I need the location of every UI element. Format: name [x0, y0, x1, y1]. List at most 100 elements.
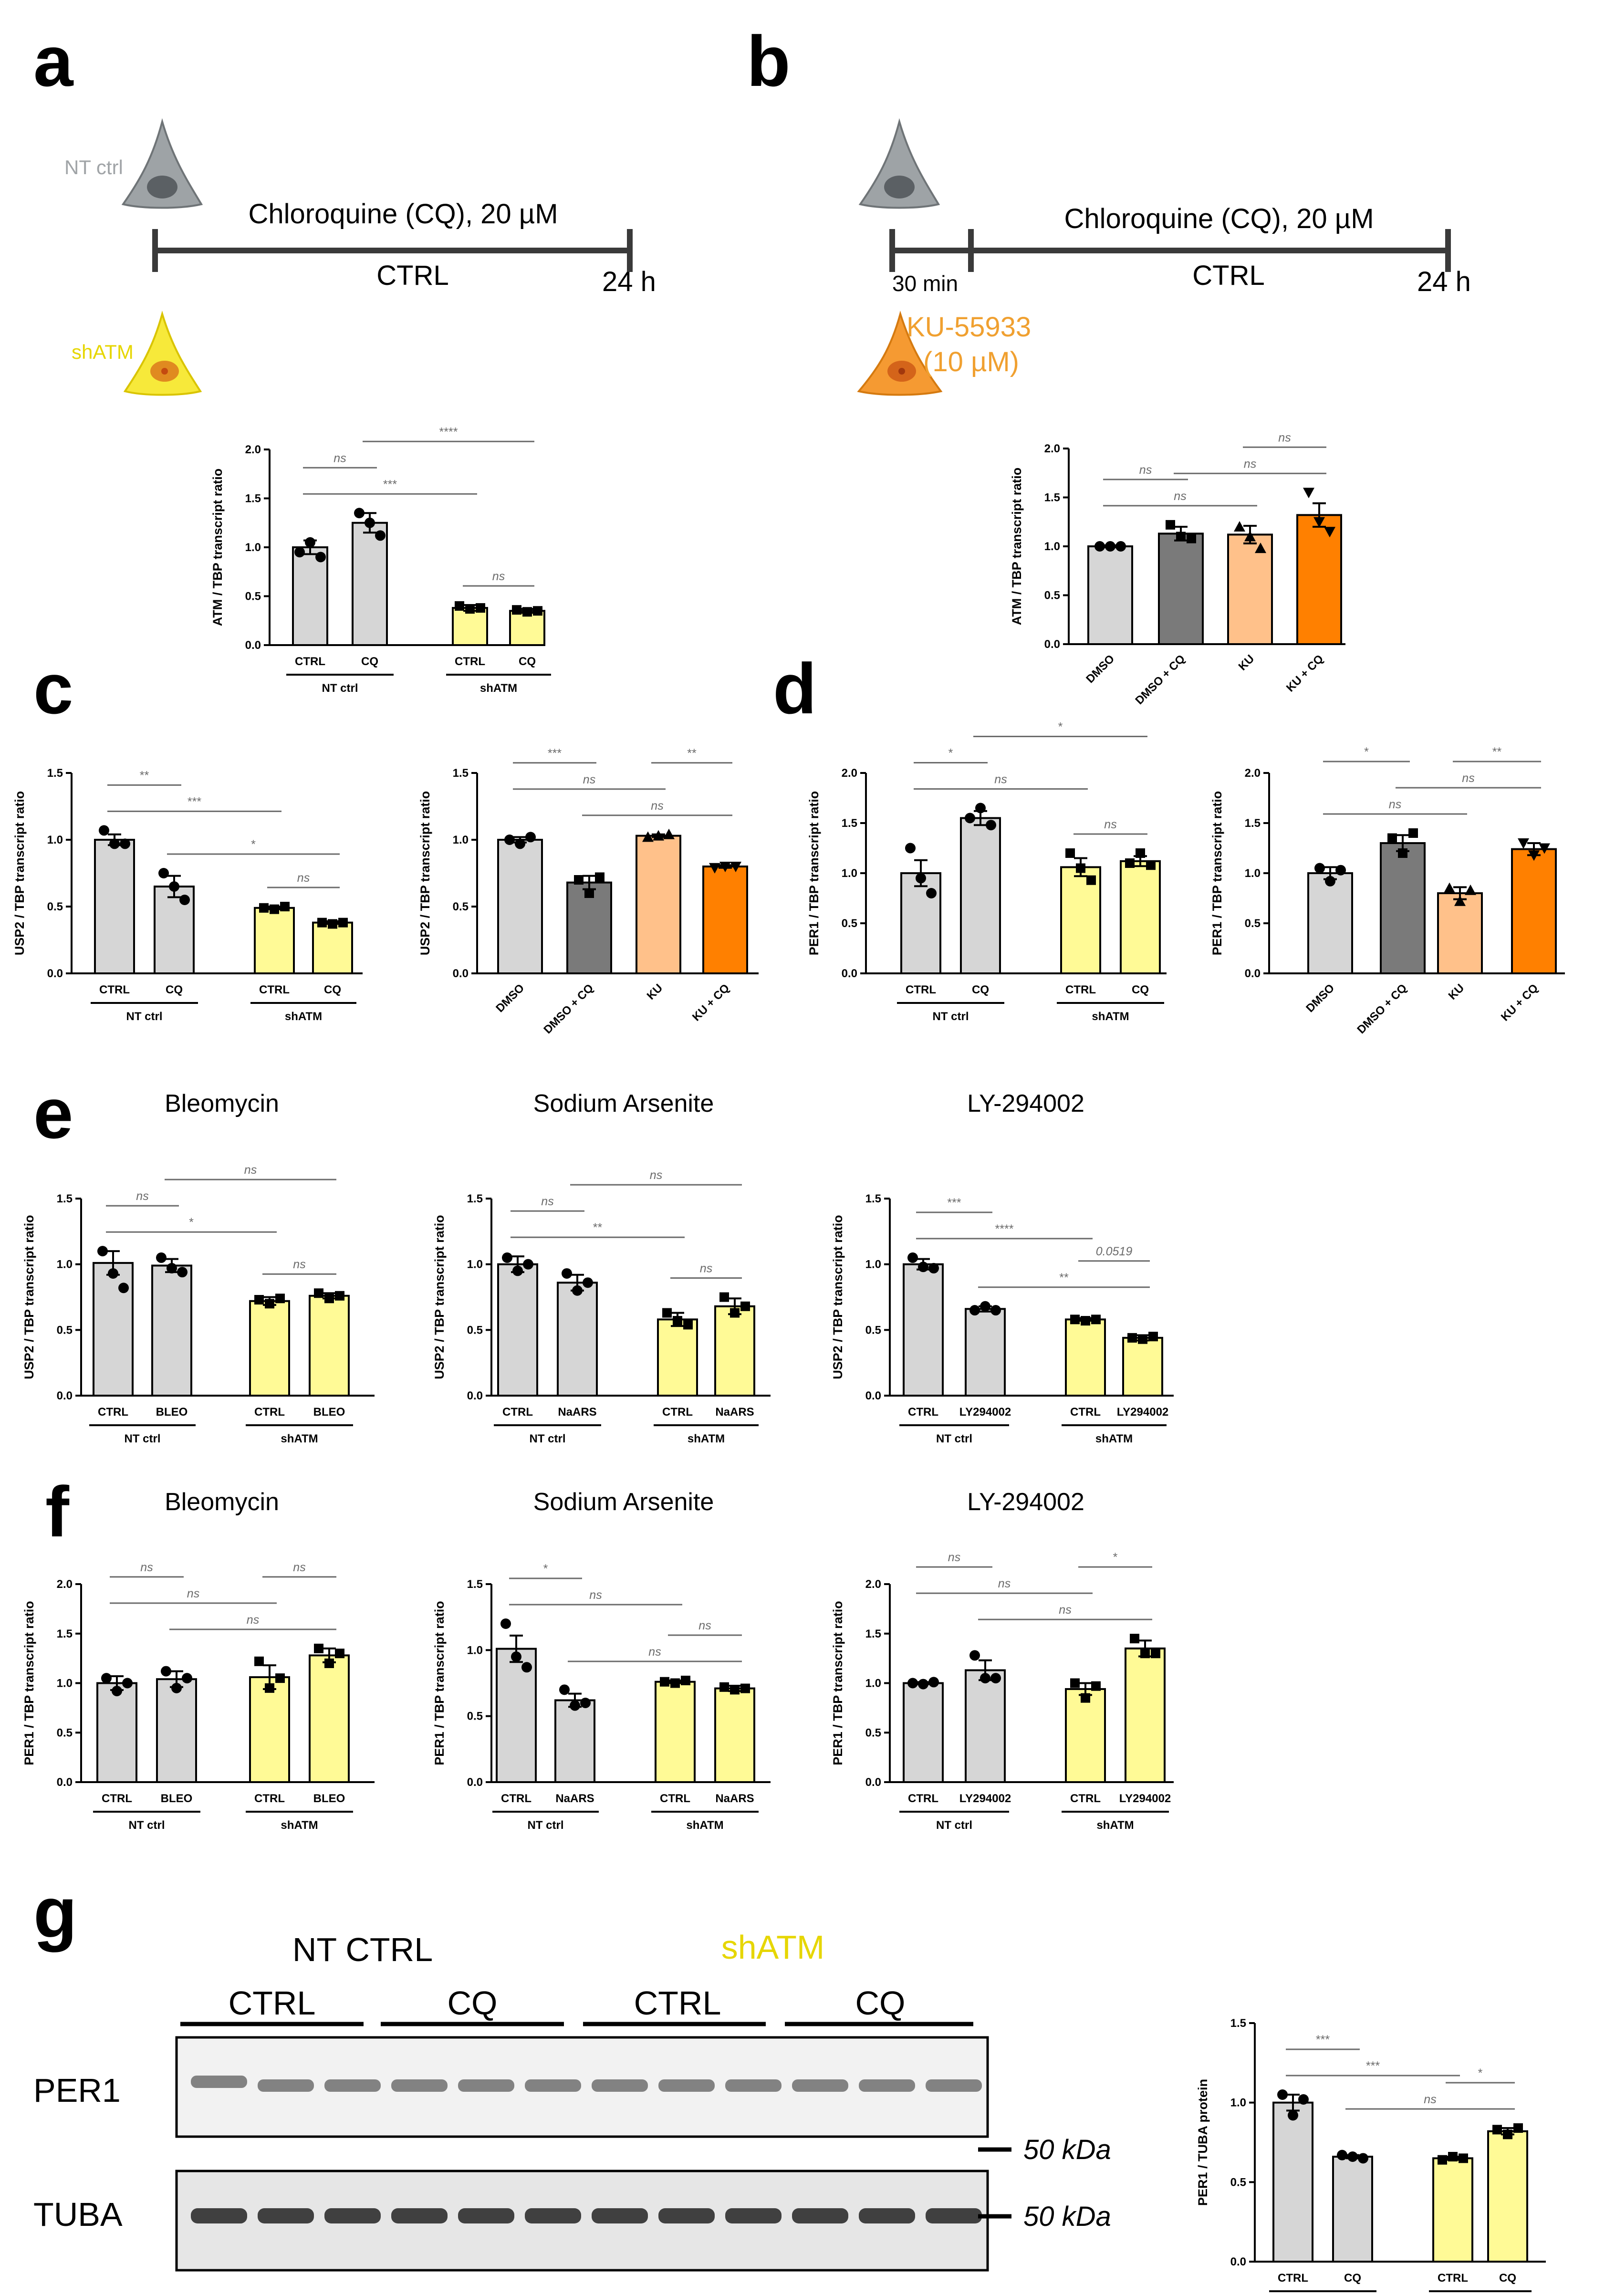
b-category-label-4: KU + CQ: [1284, 652, 1326, 694]
e3-y-axis-label: USP2 / TBP transcript ratio: [831, 1215, 845, 1379]
f3-y-tick-label: 2.0: [865, 1578, 881, 1591]
wb-tuba-band-11: [859, 2208, 915, 2223]
e2-group-label-2: shATM: [688, 1432, 725, 1445]
d2-point-4-2: [1528, 850, 1540, 861]
g-point-1-1: [1277, 2089, 1288, 2100]
c1-y-tick-label: 0.5: [47, 900, 63, 913]
wb-group-nt-ctrl: NT CTRL: [292, 1931, 433, 1968]
f3-point-2-2: [980, 1673, 990, 1684]
f3-point-1-3: [928, 1677, 939, 1688]
c1-y-tick-label: 0.0: [47, 967, 63, 980]
c1-bar-4: [312, 921, 353, 974]
f2-point-1-2: [511, 1651, 521, 1662]
c2-category-label-4: KU + CQ: [690, 981, 732, 1023]
e3-point-2-3: [990, 1305, 1001, 1316]
d1-sig-label-3: *: [1058, 720, 1063, 734]
d1-y-tick-label: 0.0: [842, 967, 857, 980]
b-y-tick-label: 0.5: [1044, 589, 1060, 602]
c1-point-1-2: [109, 838, 120, 849]
e1-category-label-4: BLEO: [313, 1406, 345, 1419]
wb-per1-band-11: [859, 2079, 915, 2092]
wb-group-shatm: shATM: [721, 1929, 825, 1966]
wb-bands: [191, 2076, 982, 2223]
f1-bar-1: [96, 1682, 137, 1783]
e1-y-tick-label: 1.0: [57, 1258, 73, 1271]
d1-point-2-3: [986, 820, 996, 831]
e2-sig-label-4: ns: [700, 1262, 712, 1275]
c1-point-4-2: [328, 919, 337, 929]
wb-tuba-band-8: [658, 2208, 715, 2223]
c2-point-2-3: [595, 872, 604, 882]
f1-point-3-1: [254, 1656, 264, 1666]
wb-tuba-band-10: [792, 2208, 848, 2223]
a-point-1-2: [305, 537, 315, 548]
f3-y-tick-label: 1.0: [865, 1677, 881, 1690]
f3-bar-3: [1065, 1688, 1106, 1783]
wb-row-label-per1: PER1: [33, 2072, 121, 2109]
g-point-2-2: [1347, 2151, 1358, 2162]
e1-bar-3: [249, 1300, 290, 1397]
f3-point-3-1: [1070, 1678, 1080, 1688]
wb-tuba-band-2: [258, 2208, 314, 2223]
f1-sig-label-2: ns: [187, 1587, 199, 1600]
d2-point-1-2: [1325, 876, 1335, 887]
e3-point-2-2: [980, 1301, 990, 1312]
d1-y-tick-label: 1.5: [842, 817, 857, 830]
f1-category-label-4: BLEO: [313, 1792, 345, 1805]
f3-y-tick-label: 0.5: [865, 1726, 881, 1739]
e1-y-tick-label: 0.5: [57, 1324, 73, 1336]
chart-e1: 0.0 0.5 1.0 1.5 USP2 / TBP transcript ratio C…: [22, 1163, 375, 1445]
e1-group-label-2: shATM: [281, 1432, 318, 1445]
f3-point-4-2: [1140, 1649, 1150, 1659]
d2-bar-1: [1307, 872, 1353, 974]
panel-label-d: d: [773, 648, 817, 729]
f2-y-tick-label: 1.5: [467, 1578, 483, 1591]
a-point-2-1: [354, 508, 365, 519]
e2-point-3-3: [683, 1320, 693, 1330]
f2-category-label-3: CTRL: [660, 1792, 690, 1805]
a-category-label-3: CTRL: [455, 655, 485, 668]
f1-y-tick-label: 1.0: [57, 1677, 73, 1690]
c2-point-3-1: [642, 831, 654, 842]
wb-lane-label-3: CTRL: [634, 1984, 721, 2022]
panel-label-e: e: [33, 1073, 73, 1153]
g-sig-label-4: *: [1478, 2066, 1483, 2080]
chart-g: 0.0 0.5 1.0 1.5 PER1 / TUBA protein CTRL CQ CTR…: [1196, 2017, 1546, 2292]
d1-y-tick-label: 1.0: [842, 867, 857, 880]
g-point-1-2: [1288, 2110, 1298, 2121]
c2-point-4-2: [719, 862, 731, 872]
f3-point-3-3: [1091, 1681, 1101, 1691]
f1-y-tick-label: 2.0: [57, 1578, 73, 1591]
f3-sig-label-3: ns: [948, 1551, 960, 1564]
b-point-3-2: [1244, 531, 1256, 542]
e3-point-1-2: [918, 1262, 928, 1273]
g-y-tick-label: 0.0: [1230, 2255, 1246, 2268]
inhibitor-name: KU-55933: [907, 312, 1031, 343]
b-y-tick-label: 1.0: [1044, 540, 1060, 553]
c1-category-label-4: CQ: [324, 983, 341, 996]
panel-label-c: c: [33, 648, 73, 729]
wb-per1-band-9: [725, 2079, 782, 2092]
e1-point-2-2: [167, 1263, 177, 1273]
g-category-label-1: CTRL: [1278, 2272, 1308, 2285]
g-bar-3: [1432, 2157, 1473, 2263]
wb-tuba-band-12: [926, 2208, 982, 2223]
e2-bar-2: [557, 1282, 598, 1397]
e3-y-tick-label: 1.5: [865, 1192, 881, 1205]
e3-bar-2: [965, 1308, 1006, 1397]
b-point-3-3: [1255, 543, 1266, 553]
f1-point-1-2: [112, 1686, 122, 1697]
f1-point-3-3: [275, 1673, 285, 1683]
a-point-3-3: [476, 603, 485, 613]
c2-y-tick-label: 0.0: [453, 967, 469, 980]
f2-point-2-2: [570, 1700, 580, 1711]
d2-category-label-1: DMSO: [1303, 981, 1337, 1015]
chart-c2: 0.0 0.5 1.0 1.5 USP2 / TBP transcript ratio D…: [418, 747, 759, 1036]
chart-a: 0.0 0.5 1.0 1.5 2.0 ATM / TBP transcript rati…: [210, 425, 551, 695]
wb-tuba-band-5: [458, 2208, 514, 2223]
e3-y-tick-label: 1.0: [865, 1258, 881, 1271]
a-point-2-2: [365, 517, 375, 528]
c1-sig-label-4: ns: [297, 871, 310, 885]
f1-y-tick-label: 0.5: [57, 1726, 73, 1739]
e3-sig-label-4: 0.0519: [1096, 1245, 1133, 1258]
